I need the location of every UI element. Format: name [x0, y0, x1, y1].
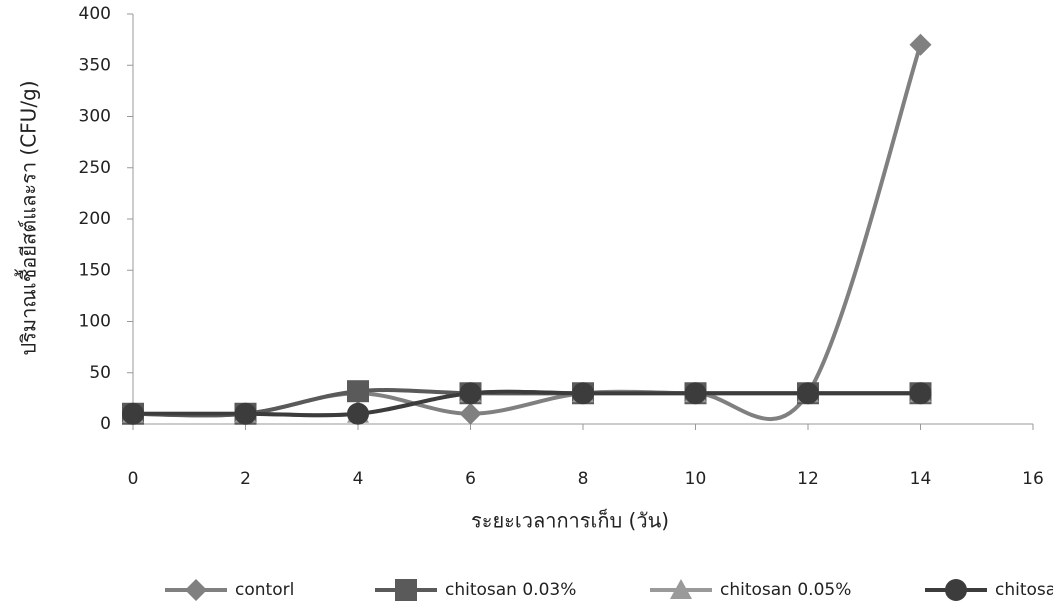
- y-tick-label: 100: [79, 312, 111, 332]
- x-tick-label: 0: [128, 469, 139, 489]
- y-tick-label: 300: [79, 107, 111, 127]
- legend-marker: [945, 579, 967, 601]
- y-axis-label: ปริมาณเชื้อยีสต์และรา (CFU/g): [15, 80, 41, 355]
- data-point: [122, 403, 144, 425]
- legend-marker: [185, 579, 207, 601]
- legend-label: chitosan 0.07%: [995, 580, 1053, 600]
- y-tick-label: 350: [79, 55, 111, 75]
- chart: ระยะเวลาการเก็บ (วัน) ปริมาณเชื้อยีสต์แล…: [0, 0, 1053, 604]
- y-tick-label: 50: [89, 363, 111, 383]
- x-tick-label: 6: [465, 469, 476, 489]
- y-tick-label: 150: [79, 260, 111, 280]
- x-axis-label: ระยะเวลาการเก็บ (วัน): [471, 508, 669, 533]
- y-tick-label: 400: [79, 4, 111, 24]
- data-point: [347, 403, 369, 425]
- data-point: [460, 403, 482, 425]
- x-tick-label: 8: [578, 469, 589, 489]
- legend-label: chitosan 0.05%: [720, 580, 851, 600]
- legend-label: chitosan 0.03%: [445, 580, 576, 600]
- legend-marker: [395, 579, 417, 601]
- y-tick-label: 0: [100, 414, 111, 434]
- data-point: [235, 403, 257, 425]
- y-tick-label: 200: [79, 209, 111, 229]
- data-point: [797, 382, 819, 404]
- x-tick-label: 4: [353, 469, 364, 489]
- legend-label: contorl: [235, 580, 294, 600]
- series-line: [133, 45, 921, 419]
- data-point: [910, 382, 932, 404]
- x-tick-label: 10: [685, 469, 707, 489]
- x-tick-label: 12: [797, 469, 819, 489]
- y-tick-label: 250: [79, 158, 111, 178]
- data-point: [910, 34, 932, 56]
- data-point: [460, 382, 482, 404]
- data-point: [685, 382, 707, 404]
- data-point: [572, 382, 594, 404]
- x-tick-label: 2: [240, 469, 251, 489]
- x-tick-label: 14: [910, 469, 932, 489]
- data-point: [347, 380, 369, 402]
- x-tick-label: 16: [1022, 469, 1044, 489]
